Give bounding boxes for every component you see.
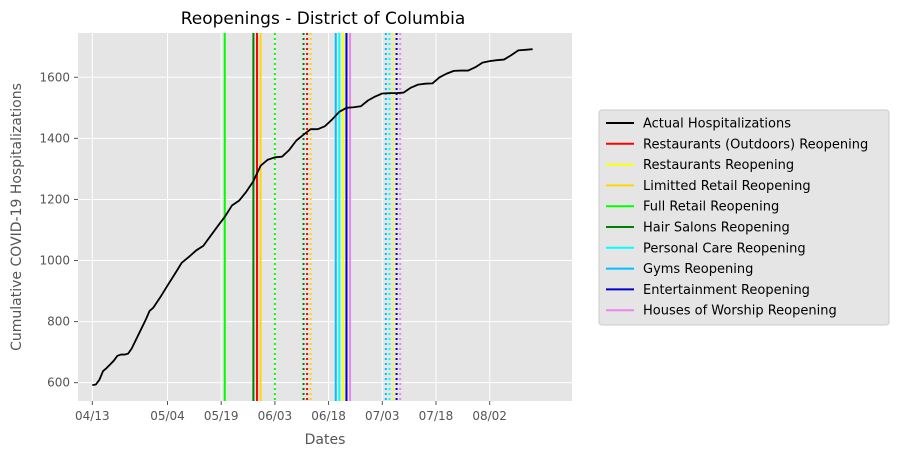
legend-label: Gyms Reopening bbox=[643, 262, 753, 277]
x-tick-label: 07/03 bbox=[365, 409, 400, 423]
legend-label: Full Retail Reopening bbox=[643, 200, 779, 215]
x-axis-label: Dates bbox=[305, 432, 346, 448]
legend-label: Entertainment Reopening bbox=[643, 283, 810, 298]
x-tick-label: 07/18 bbox=[419, 409, 454, 423]
y-axis: 600 800 1000 1200 1400 1600 bbox=[39, 70, 78, 390]
reopening-lines bbox=[223, 33, 402, 401]
y-tick-label: 1200 bbox=[39, 192, 70, 206]
legend: Actual Hospitalizations Restaurants (Outd… bbox=[598, 109, 890, 326]
legend-label: Personal Care Reopening bbox=[643, 241, 806, 256]
x-tick-label: 04/13 bbox=[75, 409, 110, 423]
y-tick-label: 600 bbox=[47, 376, 70, 390]
legend-label: Actual Hospitalizations bbox=[643, 117, 791, 132]
legend-label: Houses of Worship Reopening bbox=[643, 304, 837, 319]
legend-label: Restaurants Reopening bbox=[643, 158, 794, 173]
y-tick-label: 800 bbox=[47, 315, 70, 329]
chart-title: Reopenings - District of Columbia bbox=[181, 9, 466, 29]
y-tick-label: 1000 bbox=[39, 254, 70, 268]
x-tick-label: 05/19 bbox=[204, 409, 239, 423]
plot-area bbox=[78, 33, 572, 401]
legend-label: Limitted Retail Reopening bbox=[643, 179, 811, 194]
x-tick-label: 06/03 bbox=[258, 409, 293, 423]
x-tick-label: 06/18 bbox=[311, 409, 346, 423]
legend-label: Restaurants (Outdoors) Reopening bbox=[643, 137, 868, 152]
series-line bbox=[92, 48, 533, 387]
x-tick-label: 05/04 bbox=[150, 409, 185, 423]
x-tick-label: 08/02 bbox=[472, 409, 507, 423]
y-tick-label: 1400 bbox=[39, 131, 70, 145]
series-layer bbox=[92, 48, 533, 387]
y-axis-label: Cumulative COVID-19 Hospitalizations bbox=[9, 83, 25, 351]
x-axis: 04/13 05/04 05/19 06/03 06/18 07/03 07/18 08/02 bbox=[75, 401, 507, 423]
y-tick-label: 1600 bbox=[39, 70, 70, 84]
legend-label: Hair Salons Reopening bbox=[643, 221, 790, 236]
legend-box bbox=[598, 109, 890, 326]
